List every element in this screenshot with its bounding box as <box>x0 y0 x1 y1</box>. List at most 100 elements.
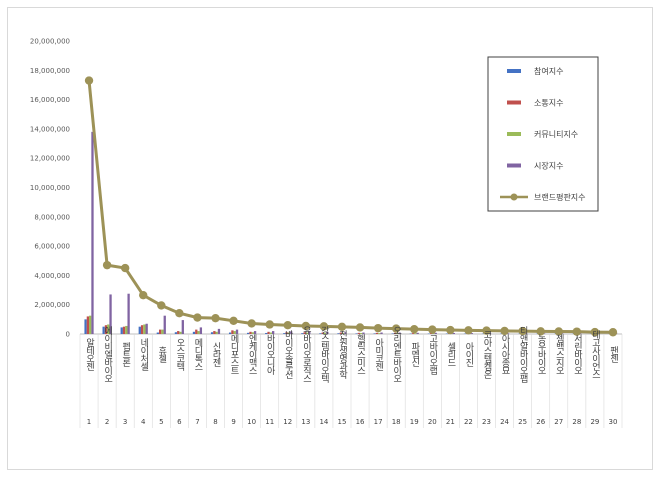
legend-marker <box>510 193 518 201</box>
category-index: 5 <box>159 418 163 426</box>
point-브랜드평판지수 <box>572 327 582 336</box>
y-tick-label: 12,000,000 <box>30 155 70 163</box>
category-index: 1 <box>87 418 91 426</box>
legend-swatch <box>507 132 521 136</box>
bar-시장지수 <box>380 332 383 334</box>
point-브랜드평판지수 <box>536 327 545 336</box>
category-label: 오리엔트바이오 <box>391 326 401 382</box>
category-index: 19 <box>410 418 419 426</box>
bar-소통지수 <box>104 325 108 334</box>
legend-swatch <box>507 100 521 105</box>
category-index: 7 <box>195 418 199 426</box>
category-label: 코아스템켐온 <box>482 330 492 379</box>
bar-커뮤니티지수 <box>269 332 272 334</box>
bar-시장지수 <box>506 333 510 334</box>
point-브랜드평판지수 <box>518 326 527 336</box>
bar-시장지수 <box>145 323 148 334</box>
point-브랜드평판지수 <box>319 322 329 331</box>
point-브랜드평판지수 <box>482 326 491 335</box>
point-브랜드평판지수 <box>84 76 94 85</box>
category-label: 펩트론 <box>120 342 130 367</box>
chart: 0 2,000,000 4,000,000 6,000,000 8,000,000 10,… <box>30 38 623 428</box>
bar-참여지수 <box>355 333 358 334</box>
category-label: 젬백스지오 <box>554 334 564 374</box>
bar-커뮤니티지수 <box>251 332 254 334</box>
bar-소통지수 <box>213 331 216 334</box>
bar-소통지수 <box>249 331 252 334</box>
bar-커뮤니티지수 <box>378 333 381 334</box>
bar-참여지수 <box>192 331 196 334</box>
category-index: 4 <box>141 418 146 426</box>
bar-시장지수 <box>344 332 347 334</box>
bar-시장지수 <box>91 131 94 334</box>
bar-소통지수 <box>303 332 306 334</box>
y-tick-label: 6,000,000 <box>34 243 70 251</box>
category-label: 엔케이맥스 <box>247 334 257 374</box>
bar-소통지수 <box>375 332 379 334</box>
y-tick-label: 4,000,000 <box>34 272 70 280</box>
category-index: 15 <box>338 418 347 426</box>
category-index: 30 <box>609 418 618 426</box>
category-label: 아이진 <box>463 342 473 367</box>
bar-시장지수 <box>308 331 311 334</box>
category-label: 헬릭스미스 <box>355 334 365 374</box>
category-index: 28 <box>572 418 581 426</box>
bar-소통지수 <box>195 329 198 334</box>
bar-시장지수 <box>199 327 203 334</box>
point-브랜드평판지수 <box>211 313 220 323</box>
bar-시장지수 <box>488 333 492 334</box>
category-index: 11 <box>265 418 274 426</box>
bar-시장지수 <box>217 328 221 334</box>
bar-시장지수 <box>253 331 257 334</box>
category-label: 네이처셀 <box>138 338 148 371</box>
category-index: 26 <box>536 418 545 426</box>
point-브랜드평판지수 <box>283 321 292 330</box>
y-tick-label: 16,000,000 <box>30 96 70 104</box>
point-브랜드평판지수 <box>229 316 238 326</box>
category-index: 12 <box>283 418 292 426</box>
category-index: 24 <box>500 418 509 426</box>
point-브랜드평판지수 <box>355 323 365 332</box>
bar-참여지수 <box>120 327 123 334</box>
bar-시장지수 <box>416 332 419 334</box>
y-tick-label: 2,000,000 <box>34 301 70 309</box>
bar-소통지수 <box>339 332 342 334</box>
category-label: 고바이오랩 <box>427 334 437 375</box>
category-label: 메디포스트 <box>229 334 239 374</box>
bar-소통지수 <box>267 331 270 334</box>
bar-커뮤니티지수 <box>89 315 92 334</box>
bar-시장지수 <box>362 332 365 334</box>
category-label: 바이오니아 <box>265 334 275 376</box>
category-label: 아시아종묘 <box>500 334 510 374</box>
bar-시장지수 <box>235 329 239 334</box>
bar-참여지수 <box>337 333 340 334</box>
bar-참여지수 <box>247 332 250 334</box>
category-index: 14 <box>319 418 328 426</box>
category-label: 알테오젠 <box>84 338 94 371</box>
bar-참여지수 <box>102 326 105 334</box>
category-label: 메디톡스 <box>192 338 202 370</box>
legend-label: 참여지수 <box>534 66 563 76</box>
bar-참여지수 <box>301 333 304 334</box>
category-index: 10 <box>247 418 256 426</box>
point-브랜드평판지수 <box>391 324 401 333</box>
bar-소통지수 <box>122 326 126 334</box>
legend <box>487 56 599 212</box>
legend-label: 커뮤니티지수 <box>534 129 578 139</box>
point-브랜드평판지수 <box>608 328 618 337</box>
bar-커뮤니티지수 <box>414 333 417 334</box>
bar-커뮤니티지수 <box>360 332 363 334</box>
bar-커뮤니티지수 <box>323 332 327 334</box>
legend-label: 시장지수 <box>534 161 563 171</box>
category-label: 팬젠 <box>608 346 618 363</box>
bar-참여지수 <box>391 333 394 334</box>
category-index: 17 <box>374 418 383 426</box>
bar-소통지수 <box>140 325 144 334</box>
bar-시장지수 <box>127 293 130 334</box>
y-tick-label: 10,000,000 <box>30 184 70 192</box>
bar-커뮤니티지수 <box>161 329 164 334</box>
bar-소통지수 <box>231 330 234 334</box>
category-index: 27 <box>554 418 563 426</box>
legend-swatch <box>507 69 521 73</box>
bar-소통지수 <box>285 332 288 334</box>
